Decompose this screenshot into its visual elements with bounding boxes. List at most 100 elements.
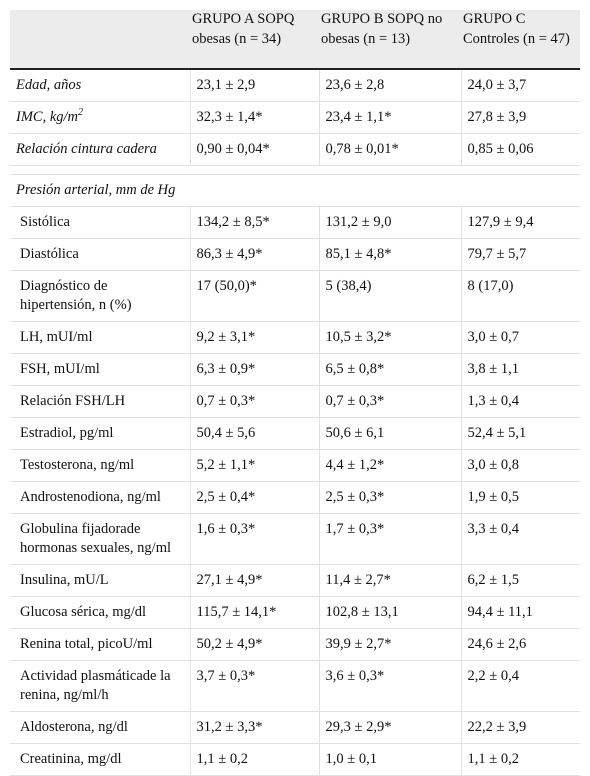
superscript: 2: [78, 107, 84, 119]
cell-group-a: 134,2 ± 8,5*: [190, 206, 320, 239]
section-title: Presión arterial, mm de Hg: [10, 174, 580, 207]
table-body: Edad, años 23,1 ± 2,9 23,6 ± 2,8 24,0 ± …: [10, 69, 580, 776]
cell-group-a: 6,3 ± 0,9*: [190, 353, 320, 386]
row-label: Diastólica: [10, 238, 191, 271]
row-label: Edad, años: [10, 69, 191, 102]
row-label-text: IMC, kg/m: [16, 109, 79, 125]
cell-group-c: 1,3 ± 0,4: [461, 385, 580, 418]
cell-group-b: 50,6 ± 6,1: [319, 417, 462, 450]
cell-group-b: 11,4 ± 2,7*: [319, 564, 462, 597]
header-group-a: GRUPO A SOPQ obesas (n = 34): [190, 10, 319, 70]
cell-group-b: 23,4 ± 1,1*: [319, 101, 462, 134]
row-label: Creatinina, mg/dl: [10, 743, 191, 776]
table-row: Aldosterona, ng/dl 31,2 ± 3,3* 29,3 ± 2,9*…: [10, 711, 580, 744]
table-row: Androstenodiona, ng/ml 2,5 ± 0,4* 2,5 ± 0,…: [10, 481, 580, 514]
row-label: Diagnóstico de hipertensión, n (%): [10, 270, 191, 322]
table-row: Renina total, picoU/ml 50,2 ± 4,9* 39,9 ± …: [10, 628, 580, 661]
cell-group-b: 0,78 ± 0,01*: [319, 133, 462, 166]
table-row: LH, mUI/ml 9,2 ± 3,1* 10,5 ± 3,2* 3,0 ± 0,7: [10, 321, 580, 354]
cell-group-a: 27,1 ± 4,9*: [190, 564, 320, 597]
cell-group-a: 9,2 ± 3,1*: [190, 321, 320, 354]
table-row: Sistólica 134,2 ± 8,5* 131,2 ± 9,0 127,9 ± …: [10, 206, 580, 239]
row-label: Relación cintura cadera: [10, 133, 191, 166]
cell-group-c: 94,4 ± 11,1: [461, 596, 580, 629]
cell-group-a: 5,2 ± 1,1*: [190, 449, 320, 482]
row-label: Glucosa sérica, mg/dl: [10, 596, 191, 629]
table-row: Insulina, mU/L 27,1 ± 4,9* 11,4 ± 2,7* 6,2 …: [10, 564, 580, 597]
cell-group-b: 5 (38,4): [319, 270, 462, 322]
cell-group-a: 115,7 ± 14,1*: [190, 596, 320, 629]
cell-group-b: 23,6 ± 2,8: [319, 69, 462, 102]
cell-group-c: 2,2 ± 0,4: [461, 660, 580, 712]
table-row: Globulina fijadorade hormonas sexuales, …: [10, 513, 580, 565]
cell-group-c: 3,8 ± 1,1: [461, 353, 580, 386]
cell-group-c: 8 (17,0): [461, 270, 580, 322]
cell-group-a: 50,4 ± 5,6: [190, 417, 320, 450]
cell-group-c: 27,8 ± 3,9: [461, 101, 580, 134]
header-row: GRUPO A SOPQ obesas (n = 34) GRUPO B SOP…: [10, 10, 580, 70]
cell-group-b: 3,6 ± 0,3*: [319, 660, 462, 712]
cell-group-a: 3,7 ± 0,3*: [190, 660, 320, 712]
row-label: Sistólica: [10, 206, 191, 239]
table-row: Actividad plasmáticade la renina, ng/ml/…: [10, 660, 580, 712]
row-label: Androstenodiona, ng/ml: [10, 481, 191, 514]
table-row: Diastólica 86,3 ± 4,9* 85,1 ± 4,8* 79,7 ± 5…: [10, 238, 580, 271]
cell-group-b: 2,5 ± 0,3*: [319, 481, 462, 514]
cell-group-c: 3,0 ± 0,8: [461, 449, 580, 482]
cell-group-b: 131,2 ± 9,0: [319, 206, 462, 239]
row-label: Insulina, mU/L: [10, 564, 191, 597]
table-row: Glucosa sérica, mg/dl 115,7 ± 14,1* 102,8 …: [10, 596, 580, 629]
cell-group-a: 2,5 ± 0,4*: [190, 481, 320, 514]
cell-group-c: 52,4 ± 5,1: [461, 417, 580, 450]
cell-group-c: 3,3 ± 0,4: [461, 513, 580, 565]
row-label: Globulina fijadorade hormonas sexuales, …: [10, 513, 191, 565]
row-label: FSH, mUI/ml: [10, 353, 191, 386]
cell-group-b: 10,5 ± 3,2*: [319, 321, 462, 354]
cell-group-b: 39,9 ± 2,7*: [319, 628, 462, 661]
cell-group-b: 102,8 ± 13,1: [319, 596, 462, 629]
cell-group-b: 1,0 ± 0,1: [319, 743, 462, 776]
row-label: Estradiol, pg/ml: [10, 417, 191, 450]
cell-group-b: 29,3 ± 2,9*: [319, 711, 462, 744]
header-empty: [10, 10, 190, 70]
cell-group-b: 0,7 ± 0,3*: [319, 385, 462, 418]
row-label: Aldosterona, ng/dl: [10, 711, 191, 744]
cell-group-a: 1,1 ± 0,2: [190, 743, 320, 776]
row-label: Actividad plasmáticade la renina, ng/ml/…: [10, 660, 191, 712]
cell-group-b: 1,7 ± 0,3*: [319, 513, 462, 565]
cell-group-c: 0,85 ± 0,06: [461, 133, 580, 166]
cell-group-c: 24,6 ± 2,6: [461, 628, 580, 661]
row-label: Relación FSH/LH: [10, 385, 191, 418]
cell-group-c: 24,0 ± 3,7: [461, 69, 580, 102]
cell-group-a: 50,2 ± 4,9*: [190, 628, 320, 661]
cell-group-c: 1,9 ± 0,5: [461, 481, 580, 514]
cell-group-c: 22,2 ± 3,9: [461, 711, 580, 744]
table-row: Testosterona, ng/ml 5,2 ± 1,1* 4,4 ± 1,2* 3…: [10, 449, 580, 482]
header-group-c: GRUPO C Controles (n = 47): [461, 10, 580, 70]
cell-group-c: 3,0 ± 0,7: [461, 321, 580, 354]
table-row: FSH, mUI/ml 6,3 ± 0,9* 6,5 ± 0,8* 3,8 ± 1,1: [10, 353, 580, 386]
header-group-b: GRUPO B SOPQ no obesas (n = 13): [319, 10, 461, 70]
cell-group-c: 127,9 ± 9,4: [461, 206, 580, 239]
table-row: Edad, años 23,1 ± 2,9 23,6 ± 2,8 24,0 ± …: [10, 69, 580, 102]
cell-group-b: 6,5 ± 0,8*: [319, 353, 462, 386]
cell-group-a: 0,90 ± 0,04*: [190, 133, 320, 166]
cell-group-a: 0,7 ± 0,3*: [190, 385, 320, 418]
table-row: Diagnóstico de hipertensión, n (%) 17 (50…: [10, 270, 580, 322]
section-row: Presión arterial, mm de Hg: [10, 174, 580, 207]
cell-group-a: 86,3 ± 4,9*: [190, 238, 320, 271]
table-row: IMC, kg/m2 32,3 ± 1,4* 23,4 ± 1,1* 27,8 …: [10, 101, 580, 134]
cell-group-a: 31,2 ± 3,3*: [190, 711, 320, 744]
table-row: Relación FSH/LH 0,7 ± 0,3* 0,7 ± 0,3* 1,3 ±…: [10, 385, 580, 418]
row-label: IMC, kg/m2: [10, 101, 191, 134]
cell-group-a: 1,6 ± 0,3*: [190, 513, 320, 565]
cell-group-c: 1,1 ± 0,2: [461, 743, 580, 776]
cell-group-b: 4,4 ± 1,2*: [319, 449, 462, 482]
table-row: Relación cintura cadera 0,90 ± 0,04* 0,7…: [10, 133, 580, 166]
cell-group-a: 23,1 ± 2,9: [190, 69, 320, 102]
row-label: Renina total, picoU/ml: [10, 628, 191, 661]
results-table: GRUPO A SOPQ obesas (n = 34) GRUPO B SOP…: [10, 10, 580, 776]
table-row: Creatinina, mg/dl 1,1 ± 0,2 1,0 ± 0,1 1,1 ±…: [10, 743, 580, 776]
data-table-container: GRUPO A SOPQ obesas (n = 34) GRUPO B SOP…: [10, 10, 580, 776]
table-row: Estradiol, pg/ml 50,4 ± 5,6 50,6 ± 6,1 52,4…: [10, 417, 580, 450]
